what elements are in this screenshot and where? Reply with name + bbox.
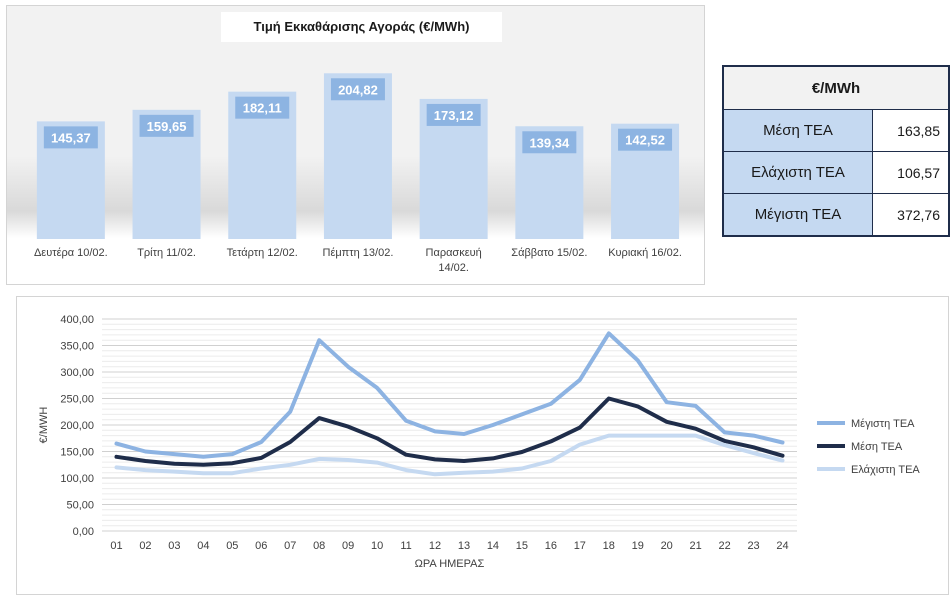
category-label: Τρίτη 11/02. <box>137 247 196 259</box>
bar-chart-canvas: 145,37 Δευτέρα 10/02. 159,65 Τρίτη 11/02. 18… <box>34 73 682 274</box>
legend-label: Μέγιστη ΤΕΑ <box>851 418 915 430</box>
bar-value-label: 204,82 <box>338 82 378 97</box>
x-tick-label: 13 <box>458 540 470 552</box>
x-tick-label: 18 <box>603 540 615 552</box>
table-header: €/MWh <box>722 65 950 110</box>
y-tick-label: 350,00 <box>60 341 94 353</box>
legend-label: Μέση ΤΕΑ <box>851 441 903 453</box>
y-tick-label: 300,00 <box>60 367 94 379</box>
row-label-max: Μέγιστη ΤΕΑ <box>722 193 873 237</box>
x-tick-label: 09 <box>342 540 354 552</box>
x-tick-label: 12 <box>429 540 441 552</box>
bar <box>323 73 392 239</box>
x-tick-label: 22 <box>718 540 730 552</box>
x-tick-label: 14 <box>487 540 499 552</box>
bar-value-label: 142,52 <box>625 133 665 148</box>
x-tick-label: 05 <box>226 540 238 552</box>
category-label: Τετάρτη 12/02. <box>227 247 298 259</box>
y-tick-label: 150,00 <box>60 447 94 459</box>
y-tick-label: 400,00 <box>60 314 94 326</box>
y-tick-label: 200,00 <box>60 420 94 432</box>
x-tick-label: 17 <box>574 540 586 552</box>
x-tick-label: 02 <box>139 540 151 552</box>
category-label: Πέμπτη 13/02. <box>323 247 394 259</box>
series-line <box>114 433 785 477</box>
bar-chart-title: Τιμή Εκκαθάρισης Αγοράς (€/MWh) <box>221 12 502 42</box>
table-row: Μέγιστη ΤΕΑ 372,76 <box>722 193 950 237</box>
bar-value-label-bg <box>43 126 98 149</box>
x-tick-label: 11 <box>400 540 411 552</box>
y-tick-label: 100,00 <box>60 473 94 485</box>
bar-value-label: 173,12 <box>434 108 474 123</box>
y-axis-title: €/MWH <box>38 407 50 444</box>
bar-value-label-bg <box>426 103 481 126</box>
category-label: Κυριακή 16/02. <box>608 247 682 259</box>
category-label: Δευτέρα 10/02. <box>34 247 108 259</box>
bar-value-label-bg <box>618 128 673 151</box>
legend-label: Ελάχιστη ΤΕΑ <box>851 464 920 476</box>
row-label-mean: Μέση ΤΕΑ <box>722 109 873 152</box>
category-label: 14/02. <box>438 262 469 274</box>
row-label-min: Ελάχιστη ΤΕΑ <box>722 151 873 194</box>
price-summary-table: €/MWh Μέση ΤΕΑ 163,85 Ελάχιστη ΤΕΑ 106,5… <box>722 65 950 237</box>
x-tick-label: 16 <box>545 540 557 552</box>
x-tick-label: 23 <box>747 540 759 552</box>
x-tick-label: 24 <box>776 540 788 552</box>
x-axis-title: ΩΡΑ ΗΜΕΡΑΣ <box>415 558 485 570</box>
bar-value-label: 145,37 <box>51 130 91 145</box>
category-label: Παρασκευή <box>426 247 482 259</box>
x-tick-label: 15 <box>516 540 528 552</box>
x-tick-label: 03 <box>168 540 180 552</box>
x-tick-label: 08 <box>313 540 325 552</box>
category-label: Σάββατο 15/02. <box>511 247 587 259</box>
x-tick-label: 01 <box>110 540 122 552</box>
y-tick-label: 50,00 <box>66 500 94 512</box>
bar-value-label-bg <box>522 131 577 154</box>
x-tick-label: 07 <box>284 540 296 552</box>
x-tick-label: 20 <box>661 540 673 552</box>
row-value-mean: 163,85 <box>872 109 950 152</box>
bar-value-label-bg <box>330 78 385 101</box>
y-tick-label: 250,00 <box>60 394 94 406</box>
daily-price-bar-chart: 145,37 Δευτέρα 10/02. 159,65 Τρίτη 11/02. 18… <box>6 5 705 285</box>
table-row: Μέση ΤΕΑ 163,85 <box>722 109 950 152</box>
line-chart-canvas: 0,00 50,00 100,00 150,00 200,00 250,00 300,00 3… <box>38 314 920 570</box>
bar-value-label-bg <box>139 114 194 137</box>
x-tick-label: 06 <box>255 540 267 552</box>
x-tick-label: 19 <box>632 540 644 552</box>
bar-value-label-bg <box>235 96 290 119</box>
bar-value-label: 139,34 <box>529 135 570 150</box>
row-value-min: 106,57 <box>872 151 950 194</box>
series-line <box>114 331 785 459</box>
series-line <box>114 396 785 467</box>
y-tick-label: 0,00 <box>73 526 94 538</box>
bar-value-label: 159,65 <box>147 119 187 134</box>
table-row: Ελάχιστη ΤΕΑ 106,57 <box>722 151 950 194</box>
row-value-max: 372,76 <box>872 193 950 237</box>
bar-value-label: 182,11 <box>243 101 282 116</box>
x-tick-label: 04 <box>197 540 209 552</box>
x-tick-label: 21 <box>690 540 702 552</box>
hourly-price-line-chart: 0,00 50,00 100,00 150,00 200,00 250,00 300,00 3… <box>16 296 949 595</box>
x-tick-label: 10 <box>371 540 383 552</box>
